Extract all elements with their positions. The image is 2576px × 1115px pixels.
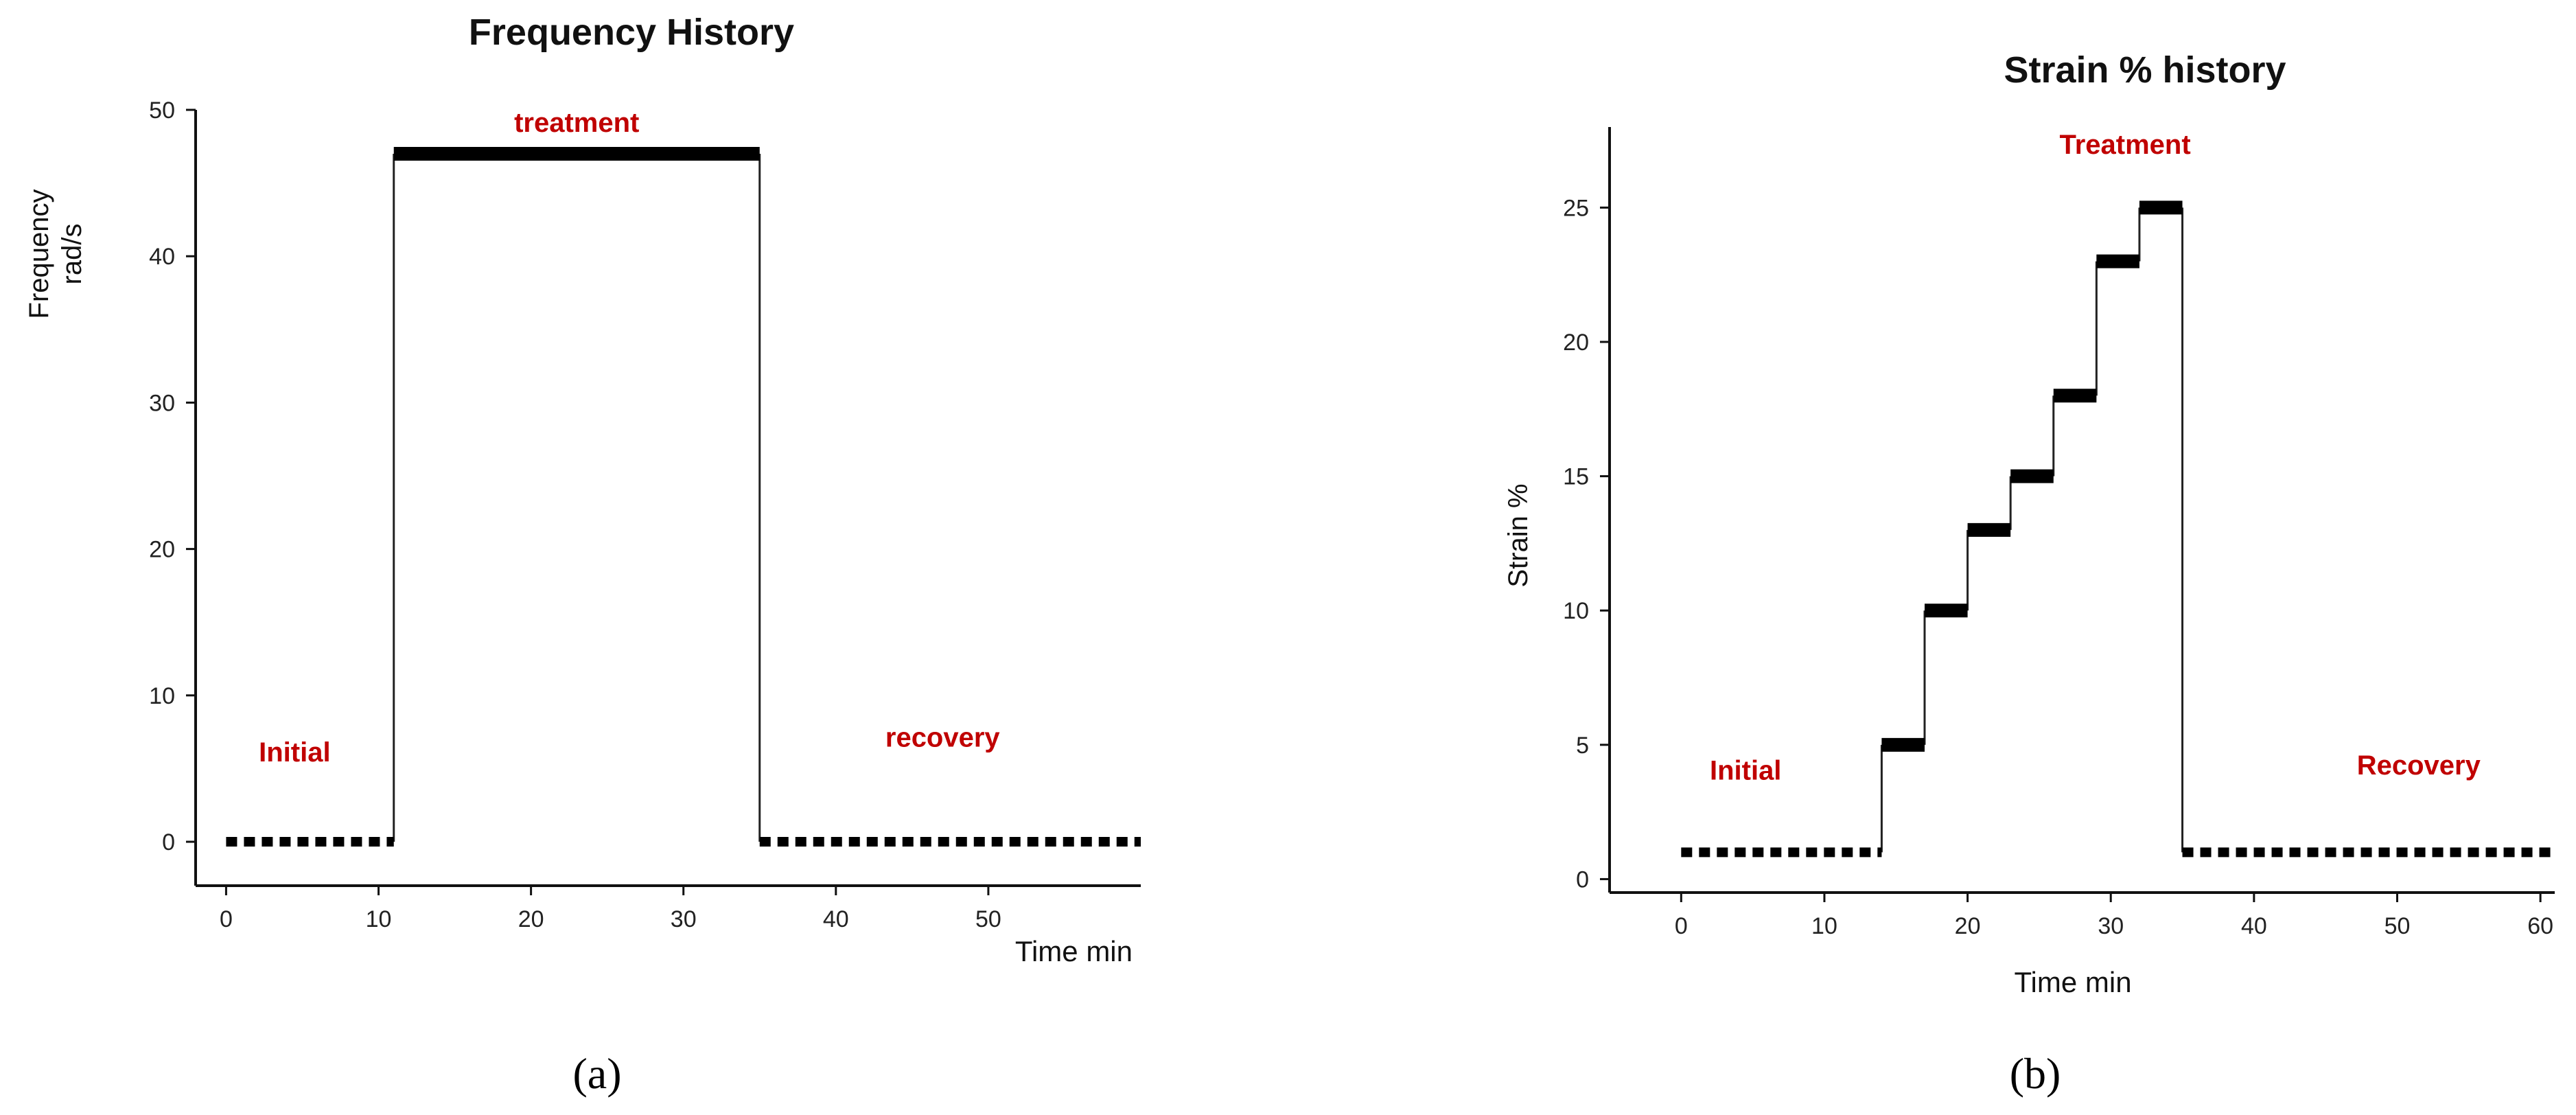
x-tick-label: 40 bbox=[823, 906, 849, 932]
y-tick-label: 15 bbox=[1563, 464, 1589, 490]
x-tick-label: 0 bbox=[220, 906, 233, 932]
chart-b-axes: 0 5 10 15 20 25 0 10 20 30 40 50 60 bbox=[1563, 127, 2555, 939]
x-tick-label: 0 bbox=[1675, 913, 1688, 939]
chart-a-ylabel-line1: Frequency bbox=[24, 189, 54, 319]
y-tick-label: 10 bbox=[1563, 598, 1589, 624]
chart-b-ylabel: Strain % bbox=[1503, 483, 1533, 587]
chart-a-ylabel: Frequency rad/s bbox=[24, 189, 87, 319]
y-tick-label: 20 bbox=[1563, 330, 1589, 356]
y-tick-label: 10 bbox=[149, 683, 175, 709]
y-tick-label: 25 bbox=[1563, 195, 1589, 221]
chart-a-marks: Initial treatment recovery bbox=[226, 108, 1141, 847]
x-tick-label: 20 bbox=[1955, 913, 1981, 939]
x-tick-label: 40 bbox=[2241, 913, 2267, 939]
y-tick-label: 20 bbox=[149, 537, 175, 563]
x-tick-label: 30 bbox=[671, 906, 697, 932]
y-tick-label: 30 bbox=[149, 390, 175, 416]
x-tick-label: 10 bbox=[1811, 913, 1837, 939]
chart-a-caption: (a) bbox=[572, 1049, 621, 1098]
phase-label: Recovery bbox=[2357, 750, 2481, 781]
phase-label: recovery bbox=[885, 722, 1001, 752]
x-tick-label: 30 bbox=[2098, 913, 2124, 939]
y-tick-label: 40 bbox=[149, 244, 175, 270]
chart-a-title: Frequency History bbox=[469, 12, 794, 53]
strain-history-chart: Strain % history Strain % Time min (b) 0… bbox=[1503, 49, 2555, 1098]
x-tick-label: 50 bbox=[2384, 913, 2411, 939]
y-tick-label: 5 bbox=[1576, 733, 1589, 759]
phase-label: Treatment bbox=[2060, 130, 2191, 160]
chart-a-axes: 0 10 20 30 40 50 0 10 20 30 40 50 bbox=[149, 97, 1141, 932]
chart-b-marks: Initial Treatment Recovery bbox=[1681, 130, 2555, 858]
chart-b-xlabel: Time min bbox=[2014, 966, 2131, 998]
x-tick-label: 20 bbox=[518, 906, 544, 932]
frequency-history-chart: Frequency History Frequency rad/s Time m… bbox=[24, 12, 1141, 1098]
phase-label: Initial bbox=[259, 737, 330, 768]
chart-b-caption: (b) bbox=[2010, 1049, 2061, 1098]
y-tick-label: 50 bbox=[149, 97, 175, 124]
x-tick-label: 50 bbox=[975, 906, 1001, 932]
y-tick-label: 0 bbox=[162, 829, 175, 855]
x-tick-label: 60 bbox=[2527, 913, 2553, 939]
x-tick-label: 10 bbox=[366, 906, 392, 932]
chart-b-title: Strain % history bbox=[2004, 49, 2286, 91]
chart-a-xlabel: Time min bbox=[1015, 935, 1133, 967]
phase-label: Initial bbox=[1710, 756, 1781, 786]
y-tick-label: 0 bbox=[1576, 866, 1589, 893]
chart-a-ylabel-line2: rad/s bbox=[57, 224, 87, 285]
phase-label: treatment bbox=[514, 108, 639, 138]
